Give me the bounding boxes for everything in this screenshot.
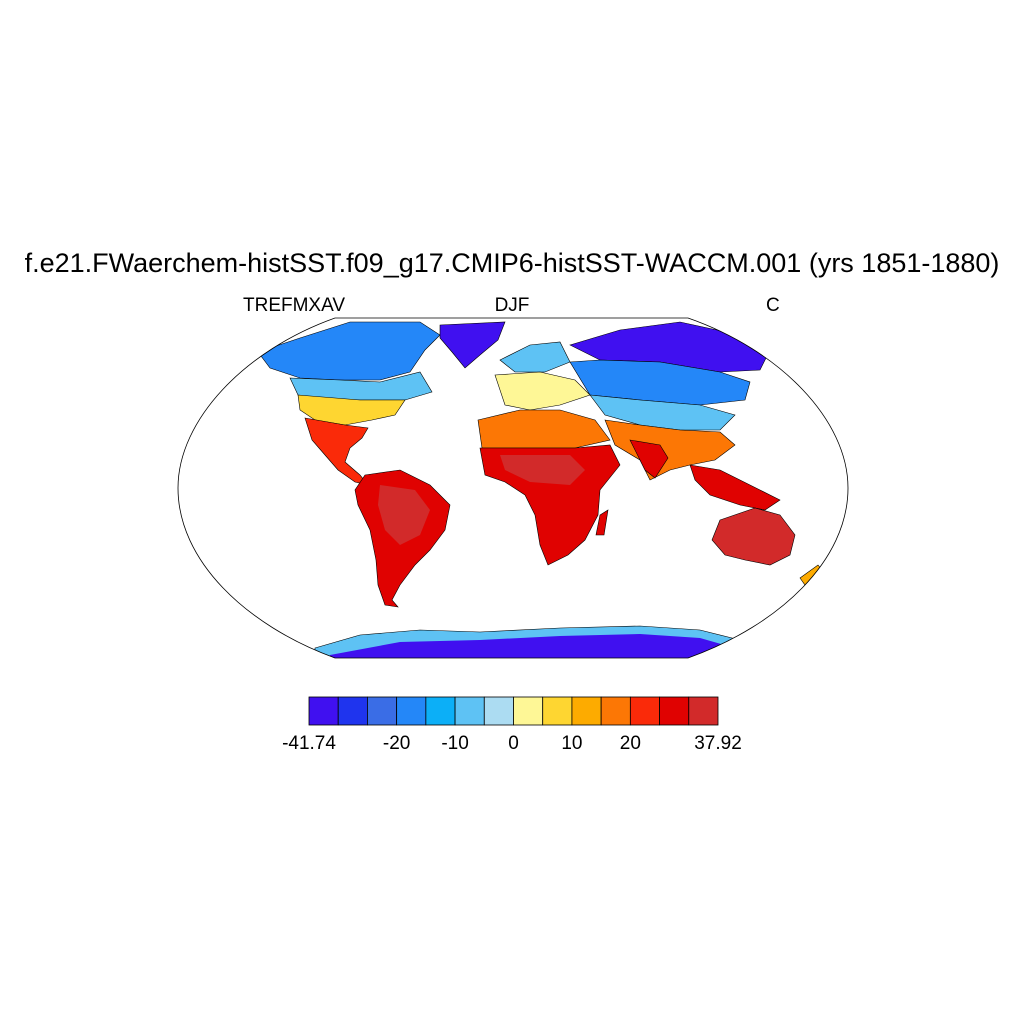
plot-title: f.e21.FWaerchem-histSST.f09_g17.CMIP6-hi… bbox=[24, 248, 1000, 278]
units-label: C bbox=[766, 295, 780, 316]
colorbar-swatch bbox=[542, 696, 573, 726]
colorbar-tick-label: 0 bbox=[508, 733, 519, 754]
landmass-central-america bbox=[304, 417, 369, 486]
colorbar-swatch bbox=[425, 696, 456, 726]
colorbar-swatch bbox=[629, 696, 660, 726]
colorbar-swatch bbox=[571, 696, 602, 726]
colorbar-swatch bbox=[688, 696, 719, 726]
landmass-africa-inner bbox=[500, 455, 585, 485]
colorbar-swatch bbox=[367, 696, 398, 726]
landmass-new-zealand bbox=[799, 564, 823, 586]
landmass-antarctica bbox=[330, 634, 735, 658]
colorbar-tick-label: 37.92 bbox=[694, 733, 742, 754]
colorbar-swatch bbox=[513, 696, 544, 726]
colorbar-swatch bbox=[396, 696, 427, 726]
landmass-europe-south bbox=[494, 371, 591, 411]
season-label: DJF bbox=[494, 295, 530, 316]
landmass-north-america-south bbox=[297, 394, 406, 426]
landmass-madagascar bbox=[595, 509, 609, 536]
colorbar-swatch bbox=[483, 696, 514, 726]
landmass-australia bbox=[711, 507, 796, 566]
colorbar-swatch bbox=[308, 696, 339, 726]
landmass-africa-north bbox=[477, 409, 611, 449]
colorbar-tick-label: -20 bbox=[382, 733, 411, 754]
colorbar-swatch bbox=[454, 696, 485, 726]
colorbar bbox=[308, 696, 719, 726]
landmass-southeast-asia bbox=[689, 464, 781, 511]
colorbar-swatch bbox=[337, 696, 368, 726]
landmass-south-america-inner bbox=[378, 485, 430, 545]
landmass-greenland bbox=[439, 321, 506, 369]
colorbar-tick-label: -10 bbox=[441, 733, 469, 754]
colorbar-swatch bbox=[600, 696, 631, 726]
colorbar-tick-label: 20 bbox=[619, 733, 641, 754]
landmass-asia-south bbox=[604, 419, 736, 481]
landmass-north-america-arctic bbox=[257, 321, 441, 381]
map-outline bbox=[177, 317, 849, 659]
landmass-asia-central bbox=[589, 394, 736, 431]
landmass-africa bbox=[479, 444, 621, 566]
landmass-europe-north bbox=[499, 341, 571, 373]
variable-label: TREFMXAV bbox=[243, 295, 346, 316]
landmass-india bbox=[629, 439, 669, 479]
colorbar-tick-label: -41.74 bbox=[282, 733, 336, 754]
colorbar-tick-label: 10 bbox=[561, 733, 583, 754]
colorbar-swatch bbox=[659, 696, 690, 726]
